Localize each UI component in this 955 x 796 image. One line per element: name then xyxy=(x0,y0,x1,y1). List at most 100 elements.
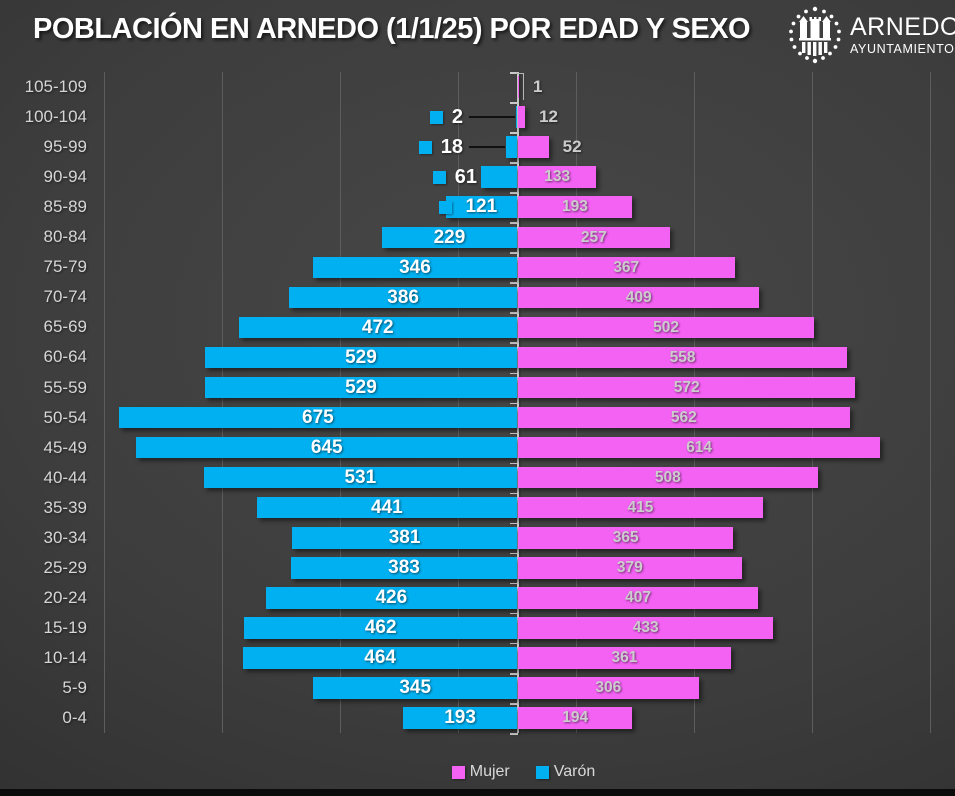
varon-value-label: 645 xyxy=(310,436,343,458)
gridline xyxy=(104,72,105,734)
category-label: 5-9 xyxy=(62,678,87,698)
varon-value-label: 121 xyxy=(465,196,498,218)
varon-label-key-icon xyxy=(432,170,446,184)
mujer-value-label: 433 xyxy=(632,619,659,637)
category-label: 90-94 xyxy=(43,167,87,187)
mujer-bar xyxy=(518,376,856,399)
logo-name: ARNEDO xyxy=(850,12,955,41)
varon-bar xyxy=(243,647,517,669)
mujer-value-label: 1 xyxy=(533,76,542,98)
axis-tick xyxy=(510,102,518,104)
category-label: 65-69 xyxy=(43,317,87,337)
varon-value-text: 18 xyxy=(440,135,463,158)
mujer-leader-bracket xyxy=(522,72,524,100)
axis-tick xyxy=(510,522,518,525)
gridline xyxy=(694,72,695,734)
category-label: 105-109 xyxy=(24,77,87,97)
mujer-value-label: 306 xyxy=(595,679,622,697)
varon-bar xyxy=(136,436,517,459)
mujer-value-label: 407 xyxy=(625,589,651,607)
category-label: 45-49 xyxy=(43,437,87,457)
category-label: 100-104 xyxy=(24,107,87,127)
varon-bar xyxy=(506,136,517,158)
category-label: 75-79 xyxy=(43,257,87,277)
varon-value-label: 345 xyxy=(399,677,432,699)
category-label: 0-4 xyxy=(62,708,87,728)
mujer-value-label: 361 xyxy=(611,649,638,667)
mujer-value-label: 257 xyxy=(580,228,607,246)
varon-value-label: 464 xyxy=(364,647,396,669)
mujer-bar xyxy=(518,496,763,519)
varon-bar xyxy=(289,286,517,309)
mujer-bar xyxy=(518,256,735,279)
mujer-bar xyxy=(518,557,742,579)
varon-value-label: 383 xyxy=(388,557,420,579)
category-label: 40-44 xyxy=(43,467,87,487)
leader-line xyxy=(469,116,515,118)
varon-bar xyxy=(265,587,517,609)
mujer-value-label: 614 xyxy=(686,438,713,456)
mujer-value-label: 194 xyxy=(562,709,589,727)
axis-tick xyxy=(510,372,518,374)
gridline xyxy=(812,72,813,734)
axis-tick xyxy=(510,402,518,405)
axis-tick xyxy=(510,552,518,555)
axis-tick xyxy=(510,222,518,224)
mujer-value-label: 193 xyxy=(561,198,588,216)
varon-bar xyxy=(312,256,517,279)
legend-item-varon: Varón xyxy=(535,763,596,781)
mujer-bar xyxy=(518,196,632,218)
varon-bar xyxy=(244,617,517,639)
axis-tick xyxy=(510,192,518,194)
ayuntamiento-logo: ARNEDO AYUNTAMIENTO xyxy=(786,5,955,65)
mujer-value-label: 508 xyxy=(654,468,681,486)
varon-bar xyxy=(313,677,517,699)
mujer-value-label: 133 xyxy=(544,168,571,186)
varon-bar xyxy=(445,196,517,218)
varon-bar xyxy=(481,166,517,188)
category-label: 35-39 xyxy=(43,497,87,517)
axis-tick xyxy=(510,612,518,615)
bottom-border-strip xyxy=(0,789,955,796)
varon-value-label: 462 xyxy=(364,617,397,639)
mujer-value-text: 12 xyxy=(539,107,558,127)
castle xyxy=(799,16,831,56)
mujer-bar xyxy=(518,436,881,459)
mujer-value-text: 1 xyxy=(533,77,543,97)
category-label: 95-99 xyxy=(43,137,87,157)
mujer-value-label: 12 xyxy=(539,106,558,128)
axis-tick xyxy=(510,582,518,585)
varon-value-label: 193 xyxy=(444,707,476,729)
varon-value-label: 529 xyxy=(345,346,377,368)
mujer-bar xyxy=(518,106,526,128)
varon-value-label: 472 xyxy=(361,316,394,338)
axis-tick xyxy=(510,703,518,705)
category-label: 55-59 xyxy=(43,377,87,397)
category-label: 25-29 xyxy=(43,557,87,577)
varon-bar xyxy=(203,466,517,489)
mujer-value-label: 502 xyxy=(653,318,680,336)
legend-label-varon: Varón xyxy=(553,763,596,780)
gridline xyxy=(458,72,459,734)
chart-title: POBLACIÓN EN ARNEDO (1/1/25) POR EDAD Y … xyxy=(33,13,751,45)
category-label: 85-89 xyxy=(43,197,87,217)
mujer-bar xyxy=(518,527,734,549)
mujer-value-label: 379 xyxy=(616,559,643,577)
legend-label-mujer: Mujer xyxy=(469,763,510,780)
varon-bar xyxy=(403,707,517,729)
mujer-value-label: 415 xyxy=(627,498,654,516)
varon-bar xyxy=(238,316,517,339)
axis-tick xyxy=(510,432,518,435)
category-label: 30-34 xyxy=(43,527,87,547)
varon-bar xyxy=(118,406,517,429)
varon-value-label: 441 xyxy=(371,496,403,518)
varon-legend-swatch xyxy=(535,765,549,779)
mujer-value-label: 558 xyxy=(669,348,696,366)
axis-tick xyxy=(510,673,518,675)
gridline xyxy=(222,72,223,734)
mujer-bar xyxy=(518,226,670,249)
varon-value-label: 531 xyxy=(344,466,377,488)
gridline xyxy=(340,72,341,734)
dotted-ring xyxy=(789,6,841,64)
axis-tick xyxy=(510,162,518,164)
